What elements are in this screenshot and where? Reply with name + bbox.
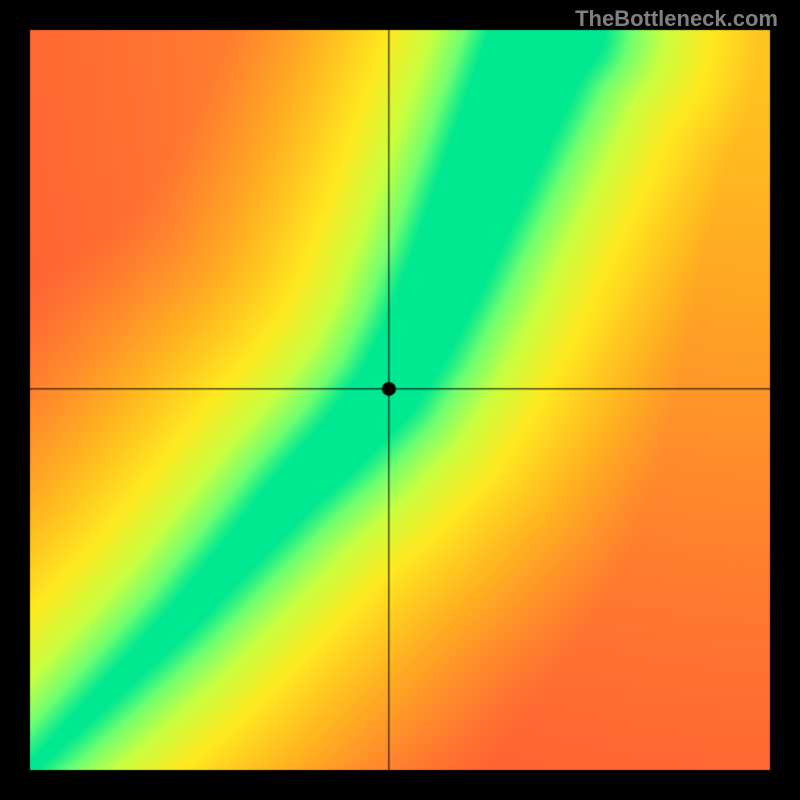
chart-container: TheBottleneck.com [0, 0, 800, 800]
heatmap-canvas [0, 0, 800, 800]
watermark-text: TheBottleneck.com [575, 6, 778, 32]
